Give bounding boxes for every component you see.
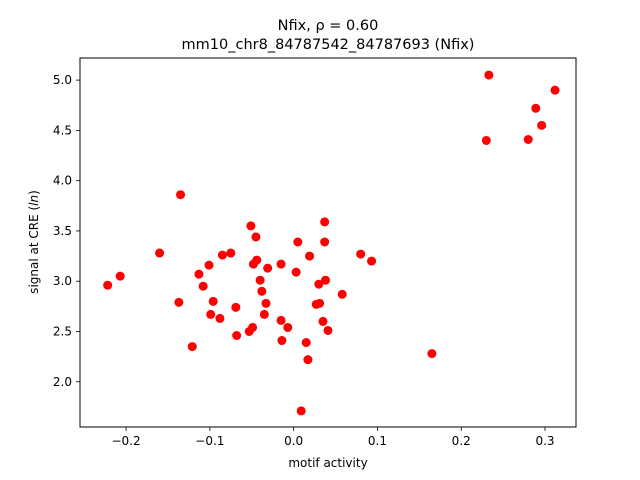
data-point-10: [208, 296, 218, 306]
data-point-11: [215, 313, 225, 323]
chart-title-line2: mm10_chr8_84787542_84787693 (Nfix): [182, 37, 475, 53]
data-point-12: [217, 250, 227, 260]
data-point-35: [303, 355, 313, 365]
data-point-36: [305, 251, 315, 261]
data-point-46: [356, 249, 366, 259]
y-tick-label: 4.0: [53, 174, 72, 188]
x-axis-ticks: −0.2 −0.1 0.0 0.1 0.2 0.3: [112, 427, 555, 448]
data-point-25: [261, 298, 271, 308]
y-tick-label: 4.5: [53, 123, 72, 137]
data-point-47: [367, 256, 377, 266]
data-point-8: [204, 260, 214, 270]
x-tick-label: 0.3: [535, 434, 554, 448]
data-point-1: [115, 271, 125, 281]
data-point-39: [315, 298, 325, 308]
data-point-40: [318, 316, 328, 326]
data-point-6: [194, 269, 204, 279]
y-axis-label: signal at CRE (ln): [27, 190, 41, 294]
data-point-48: [427, 349, 437, 359]
x-tick-label: 0.2: [452, 434, 471, 448]
data-point-26: [263, 263, 273, 273]
data-point-30: [283, 322, 293, 332]
data-point-51: [523, 134, 533, 144]
data-point-45: [337, 289, 347, 299]
data-point-33: [296, 406, 306, 416]
y-tick-label: 2.5: [53, 324, 72, 338]
data-point-31: [291, 267, 301, 277]
data-point-42: [320, 237, 330, 247]
data-point-23: [257, 286, 267, 296]
data-point-38: [314, 279, 324, 289]
points-layer: [103, 70, 560, 416]
x-tick-label: −0.2: [112, 434, 141, 448]
plot-area-frame: [79, 57, 577, 428]
data-point-32: [293, 237, 303, 247]
y-tick-label: 5.0: [53, 73, 72, 87]
x-tick-label: 0.1: [368, 434, 387, 448]
data-point-52: [531, 103, 541, 113]
data-point-13: [226, 248, 236, 258]
data-point-49: [481, 135, 491, 145]
x-axis-label: motif activity: [288, 456, 367, 470]
data-point-22: [255, 275, 265, 285]
y-tick-label: 3.5: [53, 224, 72, 238]
y-tick-label: 3.0: [53, 274, 72, 288]
data-point-24: [259, 309, 269, 319]
y-axis-ticks: 2.0 2.5 3.0 3.5 4.0 4.5 5.0: [53, 73, 80, 389]
data-point-41: [320, 217, 330, 227]
data-point-53: [537, 120, 547, 130]
data-point-54: [550, 85, 560, 95]
data-point-43: [320, 275, 330, 285]
y-tick-label: 2.0: [53, 375, 72, 389]
data-point-14: [231, 302, 241, 312]
data-point-20: [251, 232, 261, 242]
data-point-3: [174, 297, 184, 307]
data-point-34: [301, 338, 311, 348]
data-point-17: [246, 221, 256, 231]
x-tick-label: −0.1: [195, 434, 224, 448]
data-point-21: [252, 255, 262, 265]
data-point-50: [484, 70, 494, 80]
data-point-9: [206, 309, 216, 319]
data-point-27: [276, 259, 286, 269]
chart-title-line1: Nfix, ρ = 0.60: [278, 18, 379, 34]
data-point-29: [277, 336, 287, 346]
x-tick-label: 0.0: [284, 434, 303, 448]
data-point-15: [232, 331, 242, 341]
data-point-5: [187, 342, 197, 352]
data-point-44: [323, 325, 333, 335]
data-point-2: [155, 248, 165, 258]
data-point-28: [276, 315, 286, 325]
data-point-0: [103, 280, 113, 290]
data-point-7: [198, 281, 208, 291]
data-point-18: [248, 322, 258, 332]
data-point-4: [176, 190, 186, 200]
